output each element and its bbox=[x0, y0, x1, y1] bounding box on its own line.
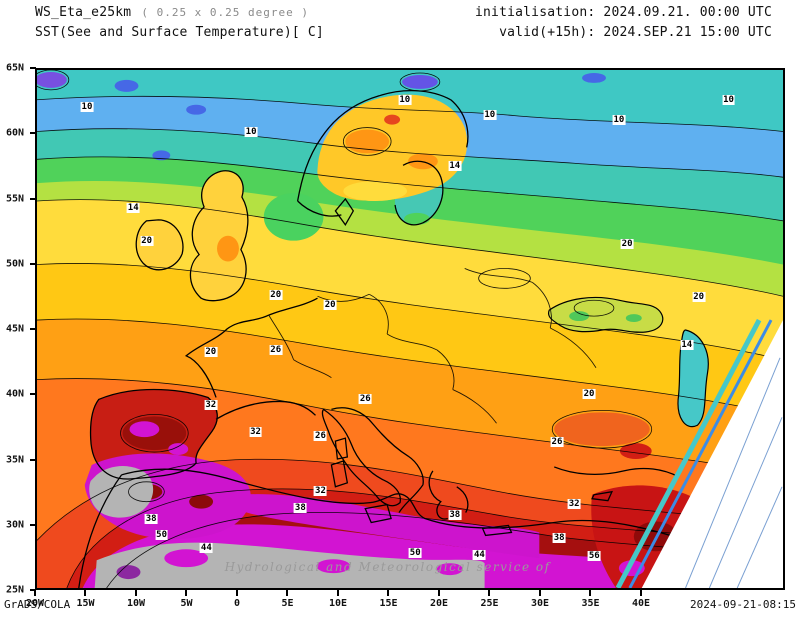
lat-axis: 65N 60N 55N 50N 45N 40N 35N 30N 25N bbox=[0, 63, 36, 596]
lat-tick-label: 55N bbox=[5, 193, 24, 204]
contour-label: 38 bbox=[448, 510, 462, 521]
lat-tick-label: 45N bbox=[5, 323, 24, 335]
contour-label: 50 bbox=[408, 548, 422, 559]
lat-tick-mark bbox=[30, 67, 36, 69]
lat-tick-label: 65N bbox=[5, 62, 24, 74]
lon-tick-label: 15E bbox=[379, 598, 398, 609]
lat-tick-mark bbox=[30, 589, 36, 591]
lon-tick-mark bbox=[336, 590, 339, 596]
watermark-text: Hydrological and Meteorological service … bbox=[224, 560, 551, 575]
lon-tick-label: 40E bbox=[631, 598, 651, 609]
contour-label: 32 bbox=[249, 427, 262, 438]
contour-label: 44 bbox=[472, 550, 486, 561]
contour-label: 10 bbox=[244, 126, 258, 137]
lat-tick-mark bbox=[30, 393, 36, 396]
header-line-1: WS_Eta_e25km ( 0.25 x 0.25 degree ) bbox=[35, 5, 309, 20]
contour-label: 38 bbox=[552, 533, 566, 544]
contour-label: 20 bbox=[582, 388, 596, 399]
lat-tick-mark bbox=[30, 458, 36, 461]
lat-tick-label: 50N bbox=[5, 258, 24, 270]
lon-tick-mark bbox=[134, 590, 137, 596]
contour-label: 10 bbox=[612, 114, 626, 125]
contour-label: 20 bbox=[269, 290, 283, 301]
lon-tick-label: 5E bbox=[281, 598, 294, 609]
lon-tick-mark bbox=[538, 590, 541, 596]
contour-label: 20 bbox=[140, 235, 154, 246]
lon-tick-label: 15W bbox=[76, 598, 95, 609]
variable-title: SST(See and Surface Temperature)[ C] bbox=[35, 25, 324, 40]
contour-label: 38 bbox=[293, 502, 307, 513]
lon-tick-label: 35E bbox=[581, 598, 600, 609]
lon-tick-label: 20W bbox=[25, 598, 45, 609]
lon-tick-mark bbox=[639, 590, 642, 596]
lon-tick-mark bbox=[34, 590, 36, 596]
contour-label: 20 bbox=[692, 292, 706, 303]
lon-tick-mark bbox=[589, 590, 592, 596]
contour-label: 50 bbox=[155, 529, 168, 540]
lon-tick-mark bbox=[185, 590, 188, 596]
lat-tick-mark bbox=[30, 197, 36, 200]
contour-label: 38 bbox=[144, 513, 158, 524]
contour-label: 56 bbox=[587, 551, 601, 562]
contour-label: 20 bbox=[204, 346, 218, 357]
lon-tick-mark bbox=[286, 590, 289, 596]
contour-label: 14 bbox=[126, 202, 140, 213]
contour-label: 26 bbox=[269, 344, 283, 355]
model-name: WS_Eta_e25km bbox=[35, 5, 132, 20]
grid-resolution: ( 0.25 x 0.25 degree ) bbox=[141, 6, 310, 19]
lon-tick-mark bbox=[235, 590, 238, 596]
grads-credit: GrADS/COLA bbox=[4, 598, 71, 611]
lon-tick-mark bbox=[84, 590, 87, 596]
lon-tick-label: 10W bbox=[126, 598, 146, 609]
lat-tick-mark bbox=[30, 132, 36, 135]
contour-label: 26 bbox=[358, 394, 372, 405]
lon-tick-label: 10E bbox=[328, 598, 348, 609]
contour-label: 20 bbox=[620, 238, 634, 249]
contour-label: 10 bbox=[80, 101, 94, 112]
temperature-field-svg bbox=[37, 70, 783, 588]
contour-label: 10 bbox=[722, 94, 735, 105]
contour-label: 14 bbox=[680, 340, 694, 351]
contour-label: 10 bbox=[483, 109, 497, 120]
contour-label: 32 bbox=[567, 498, 581, 509]
lon-tick-label: 25E bbox=[480, 598, 499, 609]
lat-tick-mark bbox=[30, 328, 36, 330]
contour-label: 32 bbox=[204, 399, 218, 410]
contour-label: 26 bbox=[314, 431, 327, 442]
contour-label: 26 bbox=[550, 436, 564, 447]
initialisation-time: initialisation: 2024.09.21. 00:00 UTC bbox=[475, 5, 772, 20]
lat-tick-mark bbox=[30, 523, 36, 526]
lon-axis: 20W 15W 10W 5W 0 5E 10E 15E 20E 25E 30E 35E 40E bbox=[26, 590, 785, 614]
lat-tick-label: 40N bbox=[5, 388, 24, 400]
contour-label-layer: 10 10 10 10 10 10 14 14 14 20 20 20 20 20 20 20 26 26 26 26… bbox=[37, 70, 783, 588]
lon-tick-mark bbox=[387, 590, 390, 596]
contour-label: 20 bbox=[323, 300, 337, 311]
lon-tick-mark bbox=[437, 590, 440, 596]
lon-tick-label: 20E bbox=[429, 598, 449, 609]
lat-tick-label: 30N bbox=[5, 519, 24, 531]
generation-timestamp: 2024-09-21-08:15 bbox=[690, 598, 796, 611]
lat-tick-label: 60N bbox=[5, 127, 24, 139]
contour-label: 44 bbox=[199, 543, 213, 554]
map-frame: Hydrological and Meteorological service … bbox=[35, 68, 785, 590]
valid-time: valid(+15h): 2024.SEP.21 15:00 UTC bbox=[499, 25, 772, 40]
lon-tick-label: 30E bbox=[530, 598, 550, 609]
contour-label: 32 bbox=[314, 485, 327, 496]
lat-tick-mark bbox=[30, 262, 36, 265]
lon-tick-label: 0 bbox=[233, 598, 240, 609]
lat-tick-label: 25N bbox=[5, 584, 24, 596]
lat-tick-label: 35N bbox=[5, 454, 24, 465]
lon-tick-label: 5W bbox=[180, 598, 193, 609]
lon-tick-mark bbox=[488, 590, 491, 596]
contour-label: 14 bbox=[448, 161, 462, 172]
contour-label: 10 bbox=[398, 94, 412, 105]
